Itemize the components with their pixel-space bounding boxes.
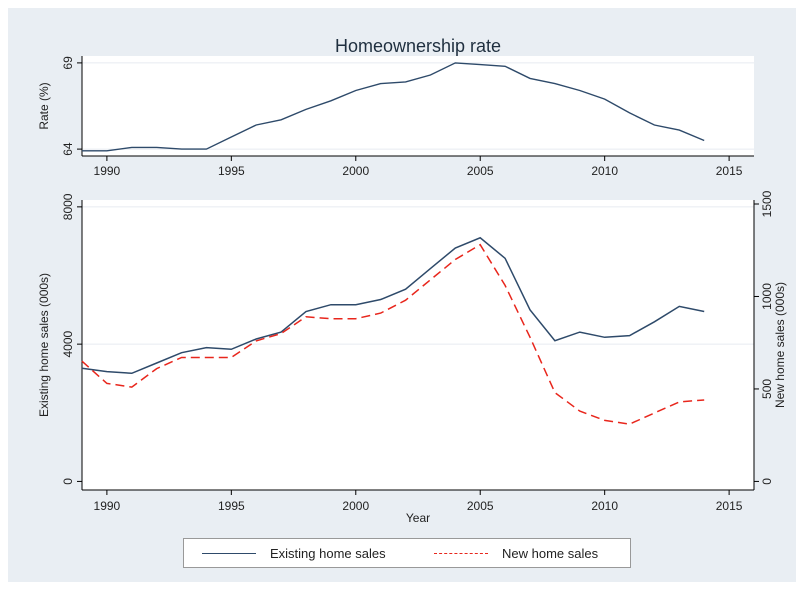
y-axis-title-homeownership: Rate (%) [37,82,51,129]
figure: 64 69 1990 1995 2000 2005 2010 2015 Homeownershi… [8,8,796,582]
plot-area-homeownership [82,56,754,156]
y-tick-label-homeownership-69: 69 [61,56,75,70]
legend-item-new: New home sales [434,539,598,567]
x-tick-label-homeownership-1990: 1990 [94,164,121,178]
chart-title-homeownership: Homeownership rate [335,36,501,56]
series-line-existing-home-sales [81,236,705,375]
x-tick-label-sales-2010: 2010 [591,499,618,513]
x-tick-label-homeownership-2015: 2015 [716,164,743,178]
y-tick-label-right-sales-0: 0 [760,478,774,485]
x-tick-label-sales-2005: 2005 [467,499,494,513]
y-tick-label-left-sales-8000: 8000 [61,193,75,220]
y-tick-label-homeownership-64: 64 [61,142,75,156]
chart-svg: 64 69 1990 1995 2000 2005 2010 2015 Homeownershi… [37,36,787,525]
y-tick-label-left-sales-4000: 4000 [61,330,75,357]
y-axis-title-left-sales: Existing home sales (000s) [37,273,51,417]
x-tick-label-homeownership-2000: 2000 [342,164,369,178]
legend-label-new: New home sales [502,545,599,561]
legend-swatch-existing [202,552,256,554]
y-tick-label-right-sales-500: 500 [760,379,774,399]
legend-swatch-new [434,552,488,554]
x-tick-label-homeownership-2010: 2010 [591,164,618,178]
x-tick-label-sales-2015: 2015 [716,499,743,513]
y-tick-label-right-sales-1500: 1500 [760,190,774,217]
x-tick-label-sales-1990: 1990 [94,499,121,513]
y-axis-title-right-sales: New home sales (000s) [773,282,787,408]
x-tick-label-homeownership-1995: 1995 [218,164,245,178]
plot-area-sales [82,200,754,490]
y-tick-label-left-sales-0: 0 [61,478,75,485]
x-tick-label-sales-2000: 2000 [342,499,369,513]
x-tick-label-homeownership-2005: 2005 [467,164,494,178]
y-tick-label-right-sales-1000: 1000 [760,283,774,310]
series-line-homeownership [82,62,705,152]
legend-item-existing: Existing home sales [202,539,386,567]
x-axis-title-sales: Year [406,511,430,525]
series-line-new-home-sales [81,243,705,425]
legend-label-existing: Existing home sales [270,545,386,561]
x-tick-label-sales-1995: 1995 [218,499,245,513]
legend: Existing home sales New home sales [183,538,631,568]
